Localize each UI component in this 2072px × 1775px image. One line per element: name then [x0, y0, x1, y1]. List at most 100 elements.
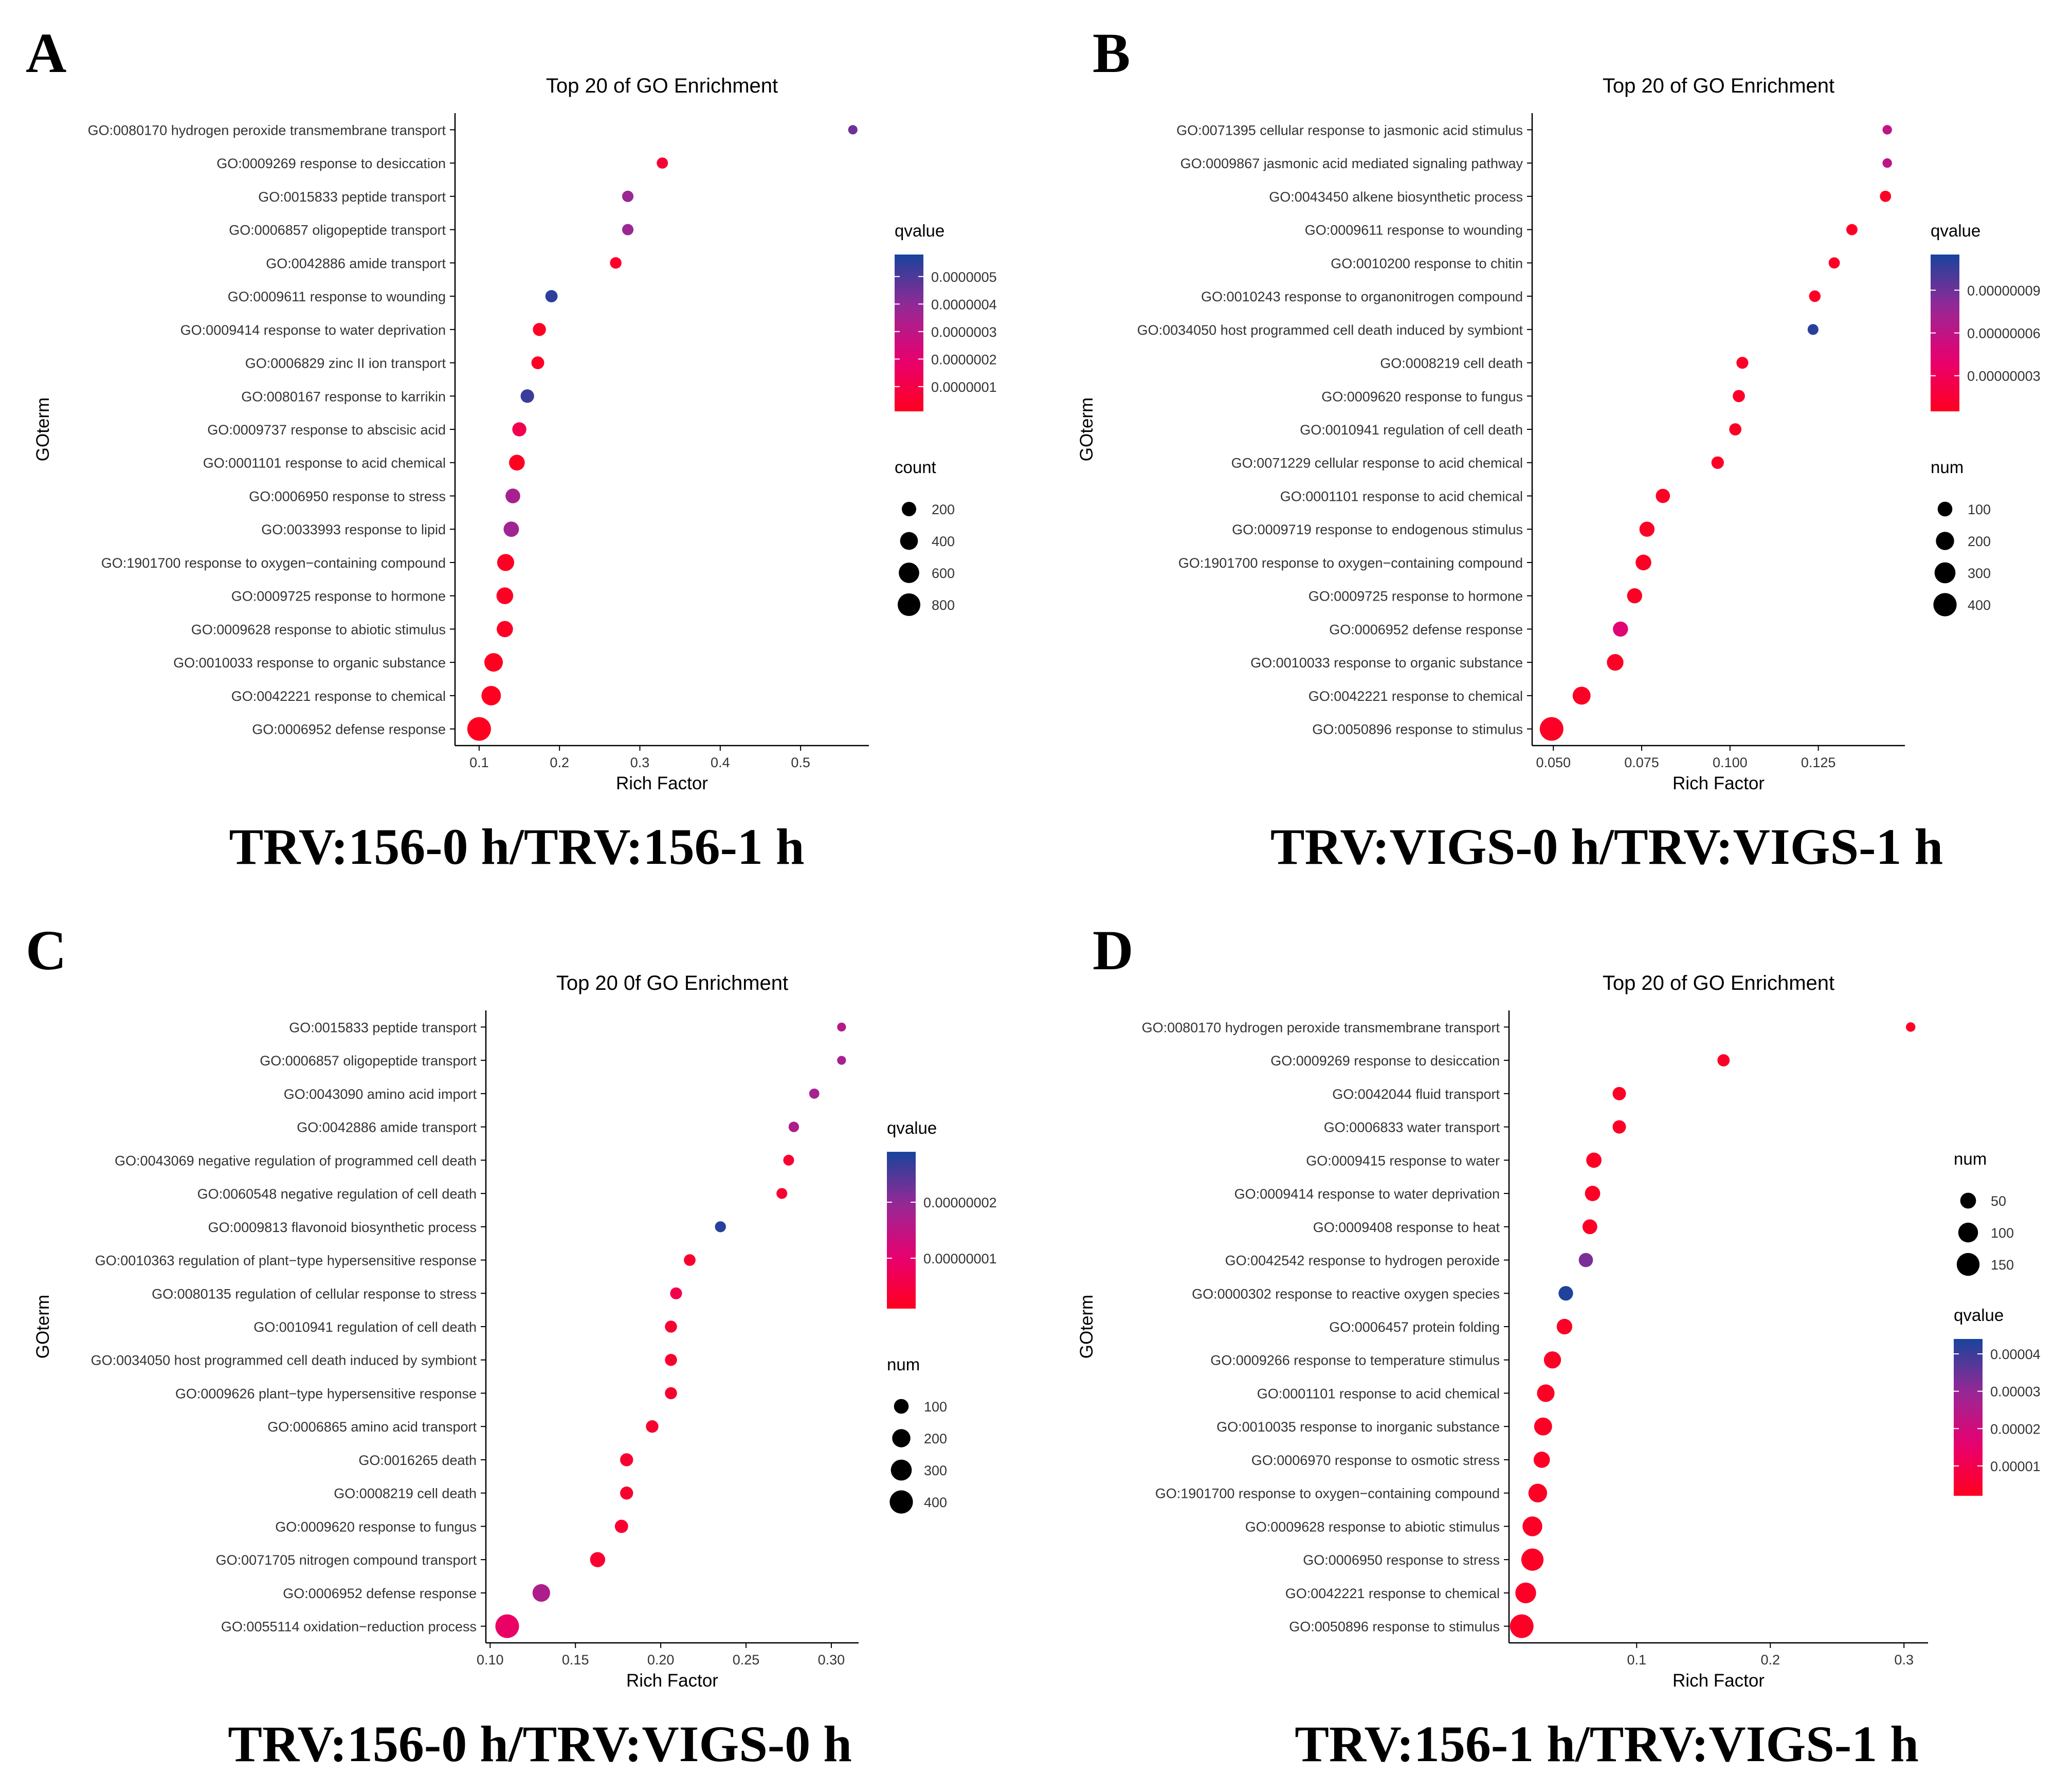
y-tick-label: GO:0050896 response to stimulus	[1289, 1619, 1500, 1635]
data-point	[1585, 1186, 1601, 1201]
y-tick-label: GO:0071229 cellular response to acid che…	[1231, 456, 1523, 471]
y-axis-label: GOterm	[33, 397, 53, 461]
data-point	[1522, 1516, 1542, 1536]
x-tick-label: 0.10	[477, 1652, 504, 1668]
y-tick-label: GO:0071395 cellular response to jasmonic…	[1176, 122, 1523, 138]
y-tick-label: GO:0006865 amino acid transport	[267, 1419, 477, 1435]
panel-letter: C	[26, 919, 66, 982]
y-tick-label: GO:1901700 response to oxygen−containing…	[1155, 1486, 1500, 1501]
size-legend-title: num	[1931, 458, 1964, 477]
size-legend-title: num	[1954, 1149, 1987, 1168]
y-tick-label: GO:0006833 water transport	[1324, 1120, 1500, 1135]
panel-letter: A	[26, 22, 66, 84]
data-point	[1572, 686, 1591, 705]
color-legend-label: 0.0000002	[931, 352, 997, 367]
data-point	[1729, 423, 1742, 436]
size-legend-label: 200	[1968, 534, 1991, 549]
x-tick-label: 0.20	[647, 1652, 675, 1668]
data-point	[1534, 1417, 1552, 1436]
data-point	[531, 356, 544, 369]
y-tick-label: GO:0006952 defense response	[283, 1586, 477, 1601]
y-tick-label: GO:0015833 peptide transport	[258, 189, 446, 205]
y-tick-label: GO:0034050 host programmed cell death in…	[1137, 322, 1523, 338]
x-axis-label: Rich Factor	[616, 773, 708, 793]
size-legend-label: 100	[1991, 1225, 2014, 1241]
panel-letter: B	[1093, 22, 1130, 84]
panel-letter: D	[1093, 919, 1133, 982]
y-tick-label: GO:0009628 response to abiotic stimulus	[1245, 1519, 1500, 1534]
y-axis-label: GOterm	[1077, 1295, 1097, 1359]
x-axis-label: Rich Factor	[626, 1671, 718, 1691]
data-point	[505, 488, 520, 503]
y-tick-label: GO:0001101 response to acid chemical	[203, 456, 446, 471]
data-point	[497, 621, 513, 638]
y-tick-label: GO:0006970 response to osmotic stress	[1251, 1453, 1500, 1468]
data-point	[1828, 257, 1840, 269]
size-legend-dot	[901, 501, 917, 517]
y-tick-label: GO:0009626 plant−type hypersensitive res…	[175, 1386, 477, 1401]
y-tick-label: GO:0009414 response to water deprivation	[1234, 1186, 1500, 1202]
y-tick-label: GO:0043069 negative regulation of progra…	[115, 1153, 477, 1168]
y-tick-label: GO:0006950 response to stress	[1303, 1552, 1500, 1568]
color-legend-bar	[1954, 1339, 1983, 1496]
y-tick-label: GO:0010200 response to chitin	[1331, 256, 1523, 271]
size-legend-dot	[1936, 532, 1954, 550]
x-tick-label: 0.125	[1801, 755, 1836, 770]
color-legend-label: 0.00000003	[1967, 369, 2041, 384]
size-legend-title: num	[887, 1355, 920, 1374]
chart-title: Top 20 of GO Enrichment	[546, 75, 778, 97]
data-point	[467, 717, 491, 741]
size-legend-dot	[889, 1490, 913, 1514]
y-tick-label: GO:0042886 amide transport	[297, 1120, 477, 1135]
data-point	[1639, 521, 1655, 537]
size-legend-dot	[892, 1429, 911, 1447]
size-legend-label: 800	[932, 597, 955, 613]
y-tick-label: GO:0009867 jasmonic acid mediated signal…	[1180, 156, 1523, 171]
data-point	[1533, 1452, 1550, 1468]
y-tick-label: GO:0009737 response to abscisic acid	[207, 422, 446, 438]
data-point	[1733, 390, 1745, 403]
size-legend-label: 300	[924, 1463, 947, 1478]
size-legend-dot	[899, 563, 919, 583]
size-legend-dot	[894, 1399, 909, 1414]
panel-caption: TRV:156-0 h/TRV:156-1 h	[229, 818, 804, 875]
y-tick-label: GO:0009719 response to endogenous stimul…	[1232, 522, 1523, 537]
color-legend-label: 0.00000001	[923, 1251, 997, 1266]
data-point	[622, 190, 634, 202]
data-point	[1627, 588, 1642, 604]
size-legend-dot	[1956, 1253, 1980, 1276]
size-legend-label: 600	[932, 566, 955, 581]
data-point	[783, 1154, 794, 1166]
data-point	[1515, 1582, 1536, 1604]
panel-a: A Top 20 of GO Enrichment GO:0080170 hydro…	[26, 22, 997, 875]
y-tick-label: GO:0010033 response to organic substance	[173, 655, 446, 671]
data-point	[1558, 1286, 1573, 1301]
y-tick-label: GO:0033993 response to lipid	[261, 522, 446, 537]
y-tick-label: GO:0055114 oxidation−reduction process	[221, 1619, 477, 1635]
y-tick-label: GO:0009725 response to hormone	[231, 589, 446, 604]
x-tick-label: 0.100	[1713, 755, 1748, 770]
data-point	[715, 1221, 726, 1233]
y-tick-label: GO:0042221 response to chemical	[1308, 689, 1523, 704]
y-tick-label: GO:0050896 response to stimulus	[1312, 722, 1523, 737]
x-tick-label: 0.050	[1536, 755, 1571, 770]
x-tick-label: 0.4	[711, 755, 730, 770]
data-point	[614, 1519, 628, 1533]
x-axis-label: Rich Factor	[1673, 773, 1765, 793]
size-legend-dot	[1937, 501, 1953, 517]
y-tick-label: GO:0009408 response to heat	[1313, 1220, 1500, 1235]
size-legend-label: 400	[1968, 597, 1991, 613]
y-tick-label: GO:0009620 response to fungus	[1321, 389, 1523, 404]
y-tick-label: GO:0010941 regulation of cell death	[1300, 422, 1523, 438]
chart-title: Top 20 0f GO Enrichment	[556, 972, 788, 994]
size-legend-label: 100	[924, 1399, 947, 1415]
size-legend-label: 150	[1991, 1257, 2014, 1273]
panel-b: B Top 20 of GO Enrichment GO:0071395 cellu…	[1077, 22, 2041, 875]
size-legend-dot	[890, 1459, 912, 1481]
y-tick-label: GO:0001101 response to acid chemical	[1257, 1386, 1500, 1401]
color-legend-label: 0.00001	[1990, 1459, 2041, 1474]
data-point	[1582, 1219, 1597, 1235]
size-legend-title: count	[895, 458, 936, 477]
y-tick-label: GO:0009415 response to water	[1306, 1153, 1500, 1168]
size-legend-dot	[900, 532, 918, 550]
